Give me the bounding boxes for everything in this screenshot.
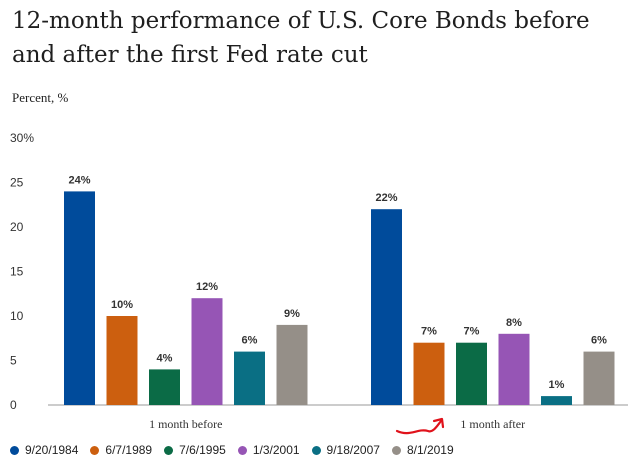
legend-item: 1/3/2001 (237, 443, 300, 457)
y-tick-label: 15 (10, 265, 24, 279)
title-line-1: 12-month performance of U.S. Core Bonds … (12, 8, 590, 34)
data-label: 7% (421, 326, 437, 338)
data-label: 7% (464, 326, 480, 338)
bar (191, 298, 223, 405)
y-tick-label: 30% (10, 131, 34, 145)
legend-swatch (10, 445, 19, 455)
data-label: 6% (591, 335, 607, 347)
data-label: 6% (242, 335, 258, 347)
y-tick-label: 20 (10, 220, 24, 234)
bar (583, 351, 615, 405)
legend-item: 7/6/1995 (164, 443, 226, 457)
data-label: 22% (375, 192, 397, 204)
data-label: 24% (68, 174, 90, 186)
legend-swatch (391, 445, 401, 455)
bar (234, 351, 265, 405)
bar (371, 209, 402, 405)
title-line-2: and after the first Fed rate cut (12, 42, 368, 68)
data-label: 10% (111, 299, 133, 311)
legend-label: 8/1/2019 (406, 443, 454, 457)
legend-swatch (164, 445, 174, 455)
legend-label: 6/7/1989 (105, 443, 153, 457)
legend-label: 9/20/1984 (25, 443, 79, 457)
legend-item: 9/18/2007 (311, 443, 380, 457)
data-label: 4% (157, 352, 173, 364)
red-arrow-head (432, 417, 445, 429)
legend-item: 6/7/1989 (90, 443, 152, 457)
legend-swatch (237, 445, 247, 455)
data-label: 8% (506, 317, 522, 329)
bar (149, 369, 180, 405)
bar (276, 324, 308, 405)
y-tick-label: 0 (10, 398, 17, 412)
bar (413, 342, 445, 405)
bar-chart: 0 5 10 15 20 25 30% 24% 22% 10% 7% 4% 7% 12% 8% 6% 1% 9% 6… (10, 131, 628, 435)
bar (456, 342, 487, 405)
data-label: 12% (196, 281, 218, 293)
legend-label: 7/6/1995 (179, 443, 226, 457)
legend-label: 1/3/2001 (252, 443, 300, 457)
legend-item: 8/1/2019 (391, 443, 454, 457)
bar (106, 316, 138, 405)
bar (541, 396, 572, 405)
y-axis-unit-label: Percent, % (12, 90, 69, 105)
bar (498, 333, 530, 405)
legend-swatch (311, 445, 321, 455)
legend-label: 9/18/2007 (326, 443, 380, 457)
y-tick-label: 5 (10, 354, 17, 368)
chart-legend: 9/20/1984 6/7/1989 7/6/1995 1/3/2001 9/18/20… (10, 443, 454, 457)
chart-title: 12-month performance of U.S. Core Bonds … (12, 4, 632, 72)
red-arrow-annotation (395, 419, 443, 435)
category-label: 1 month after (460, 417, 525, 431)
data-label: 9% (284, 308, 300, 320)
bar (64, 191, 95, 405)
legend-item: 9/20/1984 (10, 443, 78, 457)
category-label: 1 month before (149, 417, 222, 431)
data-label: 1% (549, 379, 565, 391)
y-tick-label: 25 (10, 176, 24, 190)
legend-swatch (90, 445, 100, 455)
y-tick-label: 10 (10, 309, 24, 323)
